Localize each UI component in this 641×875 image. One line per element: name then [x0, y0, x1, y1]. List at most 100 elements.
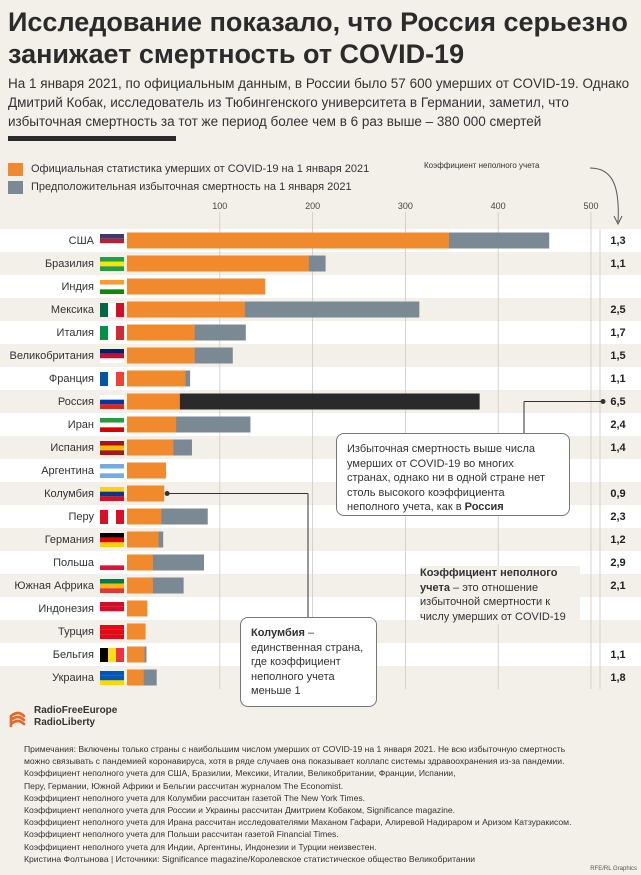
flag-icon [100, 634, 124, 639]
flag-icon [100, 266, 124, 271]
coefficient-value: 2,4 [610, 419, 626, 431]
flag-icon [116, 510, 124, 524]
flag-icon [100, 496, 124, 501]
note-line: Коэффициент неполного учета для Ирана ра… [24, 817, 572, 828]
colombia-callout: Колумбия – единственная страна, где коэф… [240, 617, 377, 707]
divider [8, 136, 176, 141]
flag-icon [100, 583, 124, 589]
bar-official [127, 439, 174, 456]
flag-icon [116, 326, 124, 340]
category-label: Иран [68, 419, 94, 431]
flag-icon [100, 533, 124, 538]
flag-icon [100, 675, 124, 681]
bar-official [127, 232, 450, 249]
bar-official [127, 462, 166, 479]
x-tick-label: 200 [305, 201, 320, 211]
bar-official [127, 508, 162, 525]
coefficient-value: 1,7 [610, 327, 625, 339]
flag-icon [100, 450, 124, 455]
category-label: Италия [57, 327, 95, 339]
page-title: Исследование показало, что Россия серьез… [8, 7, 628, 69]
russia-leader-dot [600, 399, 606, 404]
flag-icon [100, 284, 124, 290]
coefficient-value: 1,1 [610, 649, 625, 661]
flag-icon [100, 491, 124, 497]
coefficient-value: 2,1 [610, 580, 625, 592]
note-line: Коэффициент неполного учета для США, Бра… [24, 768, 456, 779]
credit: RFE/RL Graphics [590, 866, 637, 872]
bar-official [127, 393, 180, 410]
flag-icon [100, 611, 124, 616]
coefficient-value: 2,9 [610, 557, 625, 569]
flag-icon [100, 399, 124, 405]
row-band [0, 321, 641, 344]
flag-icon [100, 510, 108, 524]
coefficient-value: 1,8 [610, 672, 625, 684]
flag-icon [100, 473, 124, 478]
logo-line-1: RadioFreeEurope [34, 705, 118, 716]
category-label: Индия [61, 281, 94, 293]
note-line: Кристина Фолтынова | Источники: Signific… [24, 853, 476, 864]
category-label: Мексика [51, 304, 95, 316]
colombia-callout-bold: Колумбия [251, 627, 305, 639]
coefficient-value: 2,5 [610, 304, 625, 316]
coefficient-definition: Коэффициент неполного учета – это отноше… [420, 566, 580, 624]
bar-official [127, 347, 195, 364]
flag-icon [100, 671, 124, 676]
bar-official [127, 531, 159, 548]
flag-icon [100, 560, 124, 566]
note-line: можно связывать с пандемией коронавируса… [24, 756, 565, 767]
category-label: Южная Африка [14, 580, 95, 592]
note-line: Перу, Германии, Южной Африки и Бельгии р… [24, 780, 344, 791]
x-tick-label: 400 [491, 201, 506, 211]
bar-official [127, 577, 153, 594]
flag-icon [108, 648, 116, 662]
coefficient-value: 6,5 [610, 396, 625, 408]
category-label: Великобритания [10, 350, 95, 362]
note-line: Коэффициент неполного учета для Колумбии… [24, 792, 366, 803]
flag-icon [100, 234, 124, 239]
coefficient-value: 1,2 [610, 534, 625, 546]
flag-icon [100, 629, 124, 635]
flag-icon [100, 418, 124, 423]
category-label: Россия [58, 396, 94, 408]
flag-icon [100, 537, 124, 543]
flag-icon [100, 280, 124, 285]
flag-icon [100, 427, 124, 432]
note-line: Коэффициент неполного учета для Польши р… [24, 829, 339, 840]
bar-official [127, 278, 266, 295]
flag-icon [100, 238, 124, 244]
legend-swatch-official [8, 162, 23, 176]
category-label: Колумбия [44, 488, 94, 500]
logo-line-2: RadioLiberty [34, 717, 96, 728]
category-label: Аргентина [41, 465, 95, 477]
category-label: Германия [45, 534, 94, 546]
row-band [0, 275, 641, 298]
flag-icon [100, 556, 124, 561]
flag-icon [100, 579, 124, 584]
flag-icon [100, 487, 124, 492]
category-label: Бразилия [45, 258, 94, 270]
bar-official [127, 370, 186, 387]
coef-arrowhead [613, 215, 623, 226]
x-tick-label: 100 [212, 201, 227, 211]
flag-icon [100, 358, 124, 363]
russia-callout: Избыточная смертность выше числа умерших… [336, 433, 570, 516]
coefficient-value: 1,5 [610, 350, 625, 362]
coefficient-value: 0,9 [610, 488, 625, 500]
category-label: Индонезия [38, 603, 94, 615]
legend-label-official: Официальная статистика умерших от COVID-… [31, 163, 370, 175]
category-label: Украина [52, 672, 95, 684]
note-line: Примечания: Включены только страны с наи… [24, 744, 566, 754]
x-tick-label: 500 [583, 201, 598, 211]
legend-label-excess: Предположительная избыточная смертность … [31, 181, 352, 193]
russia-callout-bold: Россия [464, 501, 504, 513]
x-tick-label: 300 [398, 201, 413, 211]
category-label: Турция [58, 626, 94, 638]
category-label: Испания [50, 442, 94, 454]
flag-icon [108, 510, 116, 524]
bar-official [127, 485, 165, 502]
flag-icon [100, 303, 108, 317]
legend: Официальная статистика умерших от COVID-… [8, 160, 369, 196]
